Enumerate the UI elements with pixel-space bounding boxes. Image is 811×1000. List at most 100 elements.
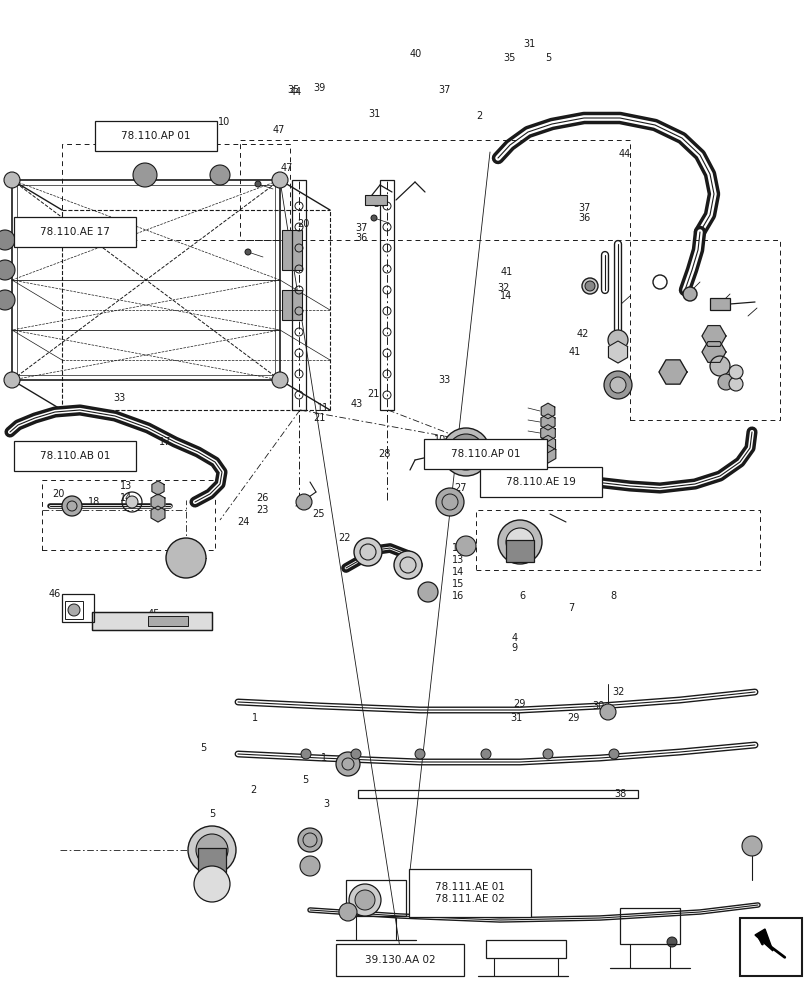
Text: 24: 24: [237, 517, 249, 527]
Circle shape: [194, 866, 230, 902]
Text: 30: 30: [592, 701, 604, 711]
Circle shape: [497, 520, 541, 564]
Text: 44: 44: [618, 149, 630, 159]
Circle shape: [272, 372, 288, 388]
Circle shape: [0, 260, 15, 280]
Text: 16: 16: [451, 591, 463, 601]
Polygon shape: [541, 403, 554, 419]
Circle shape: [414, 749, 424, 759]
Text: 23: 23: [256, 505, 268, 515]
Text: 1: 1: [251, 713, 258, 723]
Bar: [62, 594, 94, 622]
Text: 21: 21: [367, 389, 379, 399]
Circle shape: [296, 494, 311, 510]
Text: 78.110.AB 01: 78.110.AB 01: [40, 451, 109, 461]
Text: 26: 26: [256, 493, 268, 503]
Text: 40: 40: [409, 49, 421, 59]
Text: 19: 19: [114, 463, 126, 473]
Circle shape: [350, 749, 361, 759]
Circle shape: [4, 172, 20, 188]
Text: 29: 29: [566, 713, 578, 723]
Text: 18: 18: [88, 497, 100, 507]
Text: 25: 25: [311, 509, 324, 519]
Text: 78.110.AE 19: 78.110.AE 19: [505, 477, 575, 487]
Polygon shape: [151, 506, 165, 522]
Text: 34: 34: [373, 199, 385, 209]
Text: 31: 31: [522, 39, 534, 49]
Bar: [358, 790, 637, 798]
Text: 78.111.AE 01
78.111.AE 02: 78.111.AE 01 78.111.AE 02: [435, 882, 504, 904]
Circle shape: [607, 330, 627, 350]
Circle shape: [298, 828, 322, 852]
Text: 13: 13: [451, 555, 463, 565]
Circle shape: [0, 230, 15, 250]
Text: 32: 32: [611, 687, 624, 697]
Polygon shape: [702, 342, 725, 362]
Text: 42: 42: [576, 329, 588, 339]
Circle shape: [441, 428, 489, 476]
Text: 41: 41: [500, 267, 512, 277]
Polygon shape: [151, 494, 165, 510]
Text: 2: 2: [250, 785, 256, 795]
Circle shape: [4, 372, 20, 388]
Circle shape: [456, 442, 475, 462]
FancyBboxPatch shape: [409, 869, 530, 917]
Circle shape: [68, 604, 80, 616]
Bar: [365, 195, 387, 205]
Text: 46: 46: [49, 589, 61, 599]
Text: 78.110.AP 01: 78.110.AP 01: [121, 131, 191, 141]
Text: 13: 13: [120, 481, 132, 491]
Polygon shape: [540, 414, 555, 430]
Text: 10: 10: [217, 117, 230, 127]
Circle shape: [584, 281, 594, 291]
Polygon shape: [540, 435, 555, 453]
Text: 33: 33: [438, 375, 450, 385]
Text: 37: 37: [577, 203, 590, 213]
Circle shape: [272, 172, 288, 188]
Polygon shape: [659, 360, 686, 384]
Circle shape: [603, 371, 631, 399]
Polygon shape: [540, 425, 555, 441]
Bar: [620, 908, 679, 944]
Circle shape: [188, 826, 236, 874]
Bar: [292, 180, 306, 410]
Text: 7: 7: [568, 603, 574, 613]
Bar: [148, 616, 188, 626]
Text: 12: 12: [451, 543, 463, 553]
Text: 22: 22: [337, 533, 350, 543]
Text: 8: 8: [610, 591, 616, 601]
Circle shape: [349, 884, 380, 916]
Text: 39.130.AA 02: 39.130.AA 02: [364, 955, 435, 965]
Circle shape: [599, 704, 616, 720]
Text: 78.110.AE 17: 78.110.AE 17: [40, 227, 109, 237]
Circle shape: [741, 836, 761, 856]
Circle shape: [165, 538, 206, 578]
Text: 36: 36: [355, 233, 367, 243]
Text: 39: 39: [313, 83, 325, 93]
Text: 78.110.AP 01: 78.110.AP 01: [450, 449, 520, 459]
Circle shape: [255, 181, 260, 187]
Circle shape: [336, 752, 359, 776]
Text: 20: 20: [52, 489, 64, 499]
Polygon shape: [754, 929, 772, 951]
Bar: [281, 290, 302, 320]
Text: 14: 14: [120, 493, 132, 503]
FancyBboxPatch shape: [14, 441, 135, 471]
Circle shape: [543, 749, 552, 759]
Circle shape: [456, 536, 475, 556]
Circle shape: [371, 215, 376, 221]
Bar: [505, 540, 534, 562]
Circle shape: [426, 880, 441, 896]
Text: 35: 35: [287, 85, 299, 95]
Text: 32: 32: [496, 283, 508, 293]
Bar: [345, 880, 406, 916]
Bar: [739, 918, 801, 976]
FancyBboxPatch shape: [424, 439, 546, 469]
Circle shape: [728, 365, 742, 379]
Circle shape: [245, 249, 251, 255]
Circle shape: [62, 496, 82, 516]
Circle shape: [505, 528, 534, 556]
Circle shape: [728, 377, 742, 391]
Text: 8: 8: [363, 541, 370, 551]
Text: 15: 15: [451, 579, 463, 589]
